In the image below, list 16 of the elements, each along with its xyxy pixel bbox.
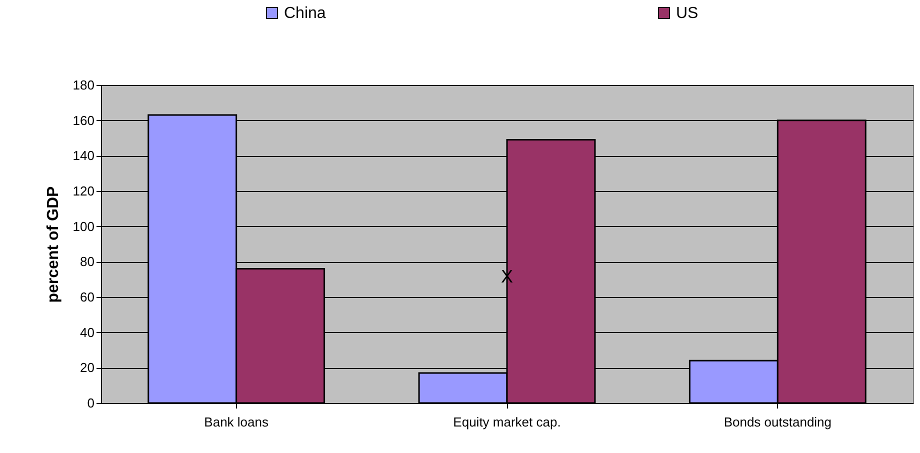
legend-label: US	[676, 5, 698, 22]
y-tick-label: 180	[72, 78, 94, 92]
y-tick-label: 100	[72, 218, 94, 234]
y-tick-label: 0	[87, 396, 94, 410]
y-tick-label: 120	[72, 184, 94, 198]
x-tick-label: Bonds outstanding	[724, 414, 832, 430]
y-axis-title: percent of GDP	[44, 186, 62, 303]
x-tick-label: Bank loans	[204, 414, 269, 430]
legend-label: China	[284, 5, 326, 22]
y-tick-label: 40	[80, 324, 94, 340]
x-tick-label: Equity market cap.	[453, 414, 561, 430]
y-tick-label: 140	[72, 148, 94, 164]
y-tick-label: 80	[80, 254, 94, 270]
y-tick-label: 20	[80, 360, 94, 376]
y-tick-label: 60	[80, 290, 94, 304]
y-tick-label: 160	[72, 112, 94, 128]
